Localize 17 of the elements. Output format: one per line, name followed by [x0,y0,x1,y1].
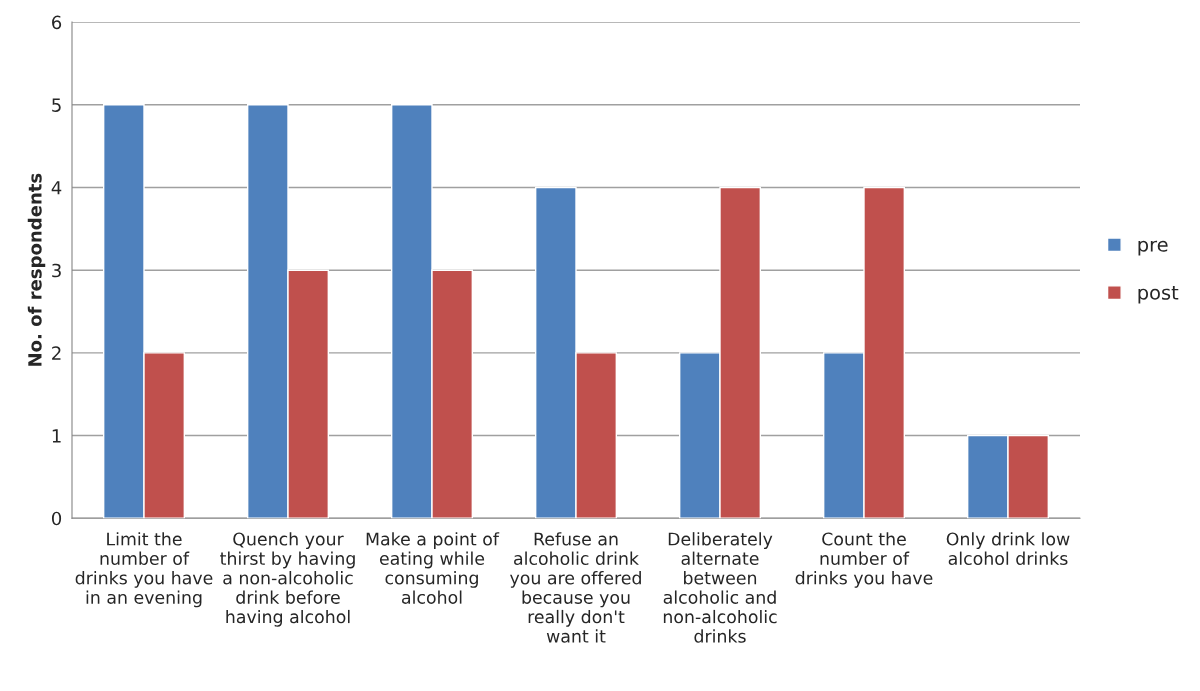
y-tick-label: 0 [51,511,62,526]
y-tick-label: 6 [52,15,62,30]
legend-label: pre [1138,240,1168,256]
y-tick-label: 4 [51,181,62,195]
x-tick-label: Make a point of eating while consuming alcohol [366,532,500,604]
y-tick-label: 2 [52,346,61,360]
x-tick-label: Count the number of drinks you have [795,532,933,588]
legend-label: post [1138,285,1179,304]
x-tick-label: Refuse an alcoholic drink you are offered because you really don't want it [510,532,641,643]
y-tick-label: 5 [52,98,61,112]
x-tick-label: Only drink low alcohol drinks [946,532,1070,566]
y-tick-label: 3 [52,263,61,278]
x-tick-label: Quench your thirst by having a non-alcoholic drink before having alcohol [220,532,355,627]
x-tick-label: Deliberately alternate between alcoholic and non-alcoholic drinks [663,532,777,643]
y-axis-title: No. of respondents [27,173,46,366]
y-tick-label: 1 [52,429,61,443]
x-tick-label: Limit the number of drinks you have in an evening [75,532,213,608]
